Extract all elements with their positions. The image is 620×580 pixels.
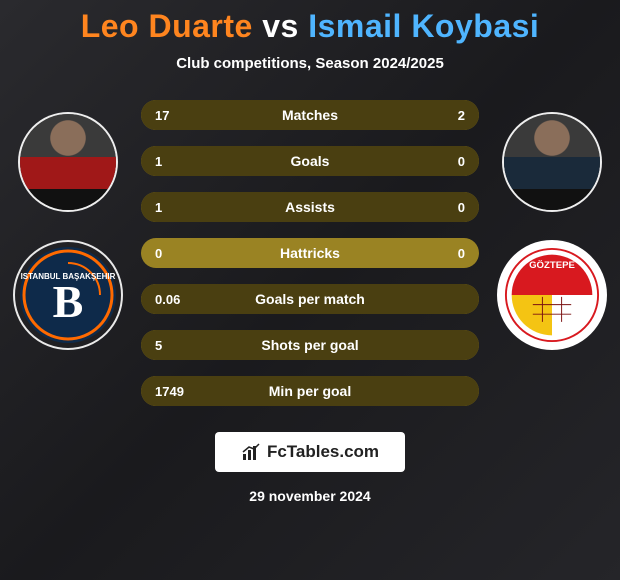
stat-label: Matches	[282, 107, 338, 123]
stat-value-left: 0.06	[155, 292, 180, 307]
comparison-card: Leo Duarte vs Ismail Koybasi Club compet…	[0, 0, 620, 580]
stat-bar: 1 0 Assists	[141, 192, 479, 222]
player1-jersey	[20, 157, 116, 210]
title-player1: Leo Duarte	[81, 8, 253, 44]
svg-text:B: B	[53, 276, 84, 327]
stat-value-left: 0	[155, 246, 162, 261]
player2-club-badge: GÖZTEPE	[497, 240, 607, 350]
stat-bar: 5 Shots per goal	[141, 330, 479, 360]
page-title: Leo Duarte vs Ismail Koybasi	[81, 8, 540, 45]
stat-label: Hattricks	[280, 245, 340, 261]
title-vs: vs	[262, 8, 299, 44]
date-text: 29 november 2024	[249, 488, 370, 504]
basaksehir-crest-icon: ISTANBUL BAŞAKŞEHIR B	[18, 245, 118, 345]
stat-value-left: 1	[155, 154, 162, 169]
stat-value-left: 5	[155, 338, 162, 353]
main-row: ISTANBUL BAŞAKŞEHIR B 172Matches10Goals1…	[0, 100, 620, 406]
goztepe-crest-icon: GÖZTEPE	[504, 247, 600, 343]
chart-icon	[241, 442, 261, 462]
player1-club-badge: ISTANBUL BAŞAKŞEHIR B	[13, 240, 123, 350]
stat-label: Shots per goal	[261, 337, 358, 353]
stat-bar: 17 2 Matches	[141, 100, 479, 130]
stat-value-left: 1749	[155, 384, 184, 399]
stat-bar: 0.06 Goals per match	[141, 284, 479, 314]
stat-value-right: 0	[458, 200, 465, 215]
stat-label: Min per goal	[269, 383, 351, 399]
title-player2: Ismail Koybasi	[308, 8, 539, 44]
left-column: ISTANBUL BAŞAKŞEHIR B	[13, 100, 123, 350]
stat-value-right: 0	[458, 246, 465, 261]
stat-value-left: 17	[155, 108, 169, 123]
player2-jersey	[504, 157, 600, 210]
stat-value-left: 1	[155, 200, 162, 215]
subtitle: Club competitions, Season 2024/2025	[176, 55, 444, 72]
stat-value-right: 2	[458, 108, 465, 123]
stat-label: Goals per match	[255, 291, 365, 307]
right-column: GÖZTEPE	[497, 100, 607, 350]
stats-list: 17 2 Matches 1 0 Goals 1 0 Assists 0 0 Hattricks 0.0…	[141, 100, 479, 406]
stat-label: Goals	[291, 153, 330, 169]
player2-silhouette	[504, 114, 600, 210]
stat-bar: 0 0 Hattricks	[141, 238, 479, 268]
stat-value-right: 0	[458, 154, 465, 169]
player1-avatar	[18, 112, 118, 212]
stat-bar: 1749 Min per goal	[141, 376, 479, 406]
player1-silhouette	[20, 114, 116, 210]
brand-badge[interactable]: FcTables.com	[215, 432, 405, 472]
brand-text: FcTables.com	[267, 442, 379, 462]
stat-bar: 1 0 Goals	[141, 146, 479, 176]
stat-label: Assists	[285, 199, 335, 215]
svg-text:GÖZTEPE: GÖZTEPE	[529, 260, 575, 271]
player2-avatar	[502, 112, 602, 212]
